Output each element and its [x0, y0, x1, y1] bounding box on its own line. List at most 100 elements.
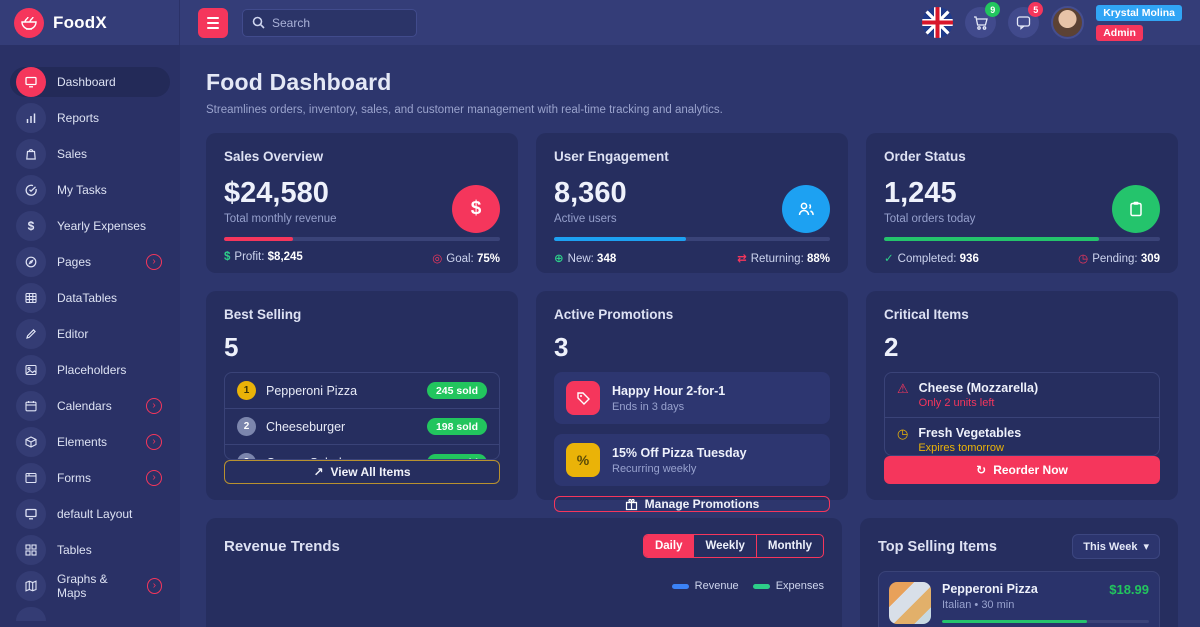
- dollar-icon: $: [16, 211, 46, 241]
- foodx-logo-icon: [14, 7, 44, 38]
- sidebar-item-dashboard[interactable]: Dashboard: [10, 67, 170, 97]
- sidebar-item-placeholders[interactable]: Placeholders: [10, 355, 170, 385]
- sold-badge: 245 sold: [426, 382, 487, 399]
- sidebar-item-default-layout[interactable]: default Layout: [10, 499, 170, 529]
- item-name: Caesar Salad: [266, 456, 342, 459]
- reorder-now-button[interactable]: ↻ Reorder Now: [884, 456, 1160, 484]
- revenue-legend-swatch: [671, 583, 689, 589]
- sidebar-item-reports[interactable]: Reports: [10, 103, 170, 133]
- clipboard-circle-icon: [1112, 185, 1160, 233]
- critical-count: 2: [884, 332, 899, 362]
- manage-promotions-button[interactable]: Manage Promotions: [554, 496, 830, 512]
- chevron-down-icon: ▾: [1143, 541, 1149, 553]
- sidebar-item-partial[interactable]: [16, 607, 46, 621]
- dollar-icon: $: [224, 251, 231, 263]
- bar-chart-icon: [16, 103, 46, 133]
- top-selling-items-card: Top Selling Items This Week ▾ Pepperoni P…: [860, 518, 1178, 627]
- sidebar-item-tables[interactable]: Tables: [10, 535, 170, 565]
- top-selling-row[interactable]: Pepperoni Pizza Italian • 30 min $18.99: [878, 571, 1160, 627]
- orders-progress-bar: [884, 237, 1100, 241]
- tab-monthly[interactable]: Monthly: [755, 535, 823, 557]
- sidebar-item-my-tasks[interactable]: My Tasks: [10, 175, 170, 205]
- rank-badge: 1: [237, 381, 256, 400]
- best-selling-row[interactable]: 3 Caesar Salad 156 sold: [225, 445, 499, 459]
- promotion-row[interactable]: % 15% Off Pizza Tuesday Recurring weekly: [554, 434, 830, 486]
- promotion-row[interactable]: Happy Hour 2-for-1 Ends in 3 days: [554, 372, 830, 424]
- pending-stat: ◷ Pending: 309: [1078, 253, 1160, 265]
- sidebar-item-forms[interactable]: Forms ›: [10, 463, 170, 493]
- sidebar-item-sales[interactable]: Sales: [10, 139, 170, 169]
- top-header: 9 5 Krystal Molina Admin: [180, 0, 1200, 45]
- percent-icon: %: [566, 443, 600, 477]
- best-selling-count: 5: [224, 332, 239, 362]
- compass-icon: [16, 247, 46, 277]
- week-filter-dropdown[interactable]: This Week ▾: [1072, 534, 1160, 559]
- item-name: Cheeseburger: [266, 419, 346, 434]
- pencil-icon: [16, 319, 46, 349]
- chevron-right-icon: ›: [146, 254, 162, 270]
- orders-value: 1,245: [884, 177, 957, 209]
- shopping-bag-icon: [16, 139, 46, 169]
- refresh-icon: ↻: [976, 463, 987, 478]
- best-selling-row[interactable]: 2 Cheeseburger 198 sold: [225, 409, 499, 445]
- revenue-trends-card: Revenue Trends Daily Weekly Monthly Reve…: [206, 518, 842, 627]
- active-users-value: 8,360: [554, 177, 627, 209]
- language-flag-uk-icon[interactable]: [922, 7, 954, 38]
- search-box[interactable]: [242, 8, 417, 37]
- pizza-thumbnail: [889, 582, 931, 624]
- tab-weekly[interactable]: Weekly: [693, 535, 755, 557]
- rank-badge: 2: [237, 417, 256, 436]
- messages-button[interactable]: 5: [1008, 2, 1044, 38]
- check-icon: ✓: [884, 253, 894, 265]
- user-avatar[interactable]: [1051, 6, 1085, 39]
- monitor-icon: [16, 499, 46, 529]
- target-icon: ◎: [432, 253, 443, 265]
- user-name-badge: Krystal Molina: [1096, 4, 1182, 21]
- user-engagement-card: User Engagement 8,360 Active users ⊕ New:…: [536, 133, 848, 273]
- hamburger-menu-button[interactable]: [198, 7, 228, 38]
- people-circle-icon: [782, 185, 830, 233]
- period-tabs: Daily Weekly Monthly: [642, 534, 824, 558]
- sidebar-item-editor[interactable]: Editor: [10, 319, 170, 349]
- cart-badge: 9: [985, 2, 1001, 17]
- external-link-icon: ↗: [313, 464, 324, 479]
- sidebar-item-calendars[interactable]: Calendars ›: [10, 391, 170, 421]
- tab-daily[interactable]: Daily: [643, 535, 694, 557]
- form-icon: [16, 463, 46, 493]
- logo-area: FoodX: [0, 0, 180, 45]
- main-content: Food Dashboard Streamlines orders, inven…: [180, 45, 1200, 627]
- messages-badge: 5: [1028, 2, 1044, 17]
- search-input[interactable]: [272, 15, 407, 30]
- critical-item-row[interactable]: ◷ Fresh Vegetables Expires tomorrow: [897, 426, 1022, 454]
- expiry-clock-icon: ◷: [897, 426, 909, 441]
- best-selling-row[interactable]: 1 Pepperoni Pizza 245 sold: [225, 373, 499, 409]
- sidebar-item-datatables[interactable]: DataTables: [10, 283, 170, 313]
- new-users-stat: ⊕ New: 348: [554, 253, 617, 265]
- completed-stat: ✓ Completed: 936: [884, 253, 979, 265]
- critical-item-row[interactable]: ⚠ Cheese (Mozzarella) Only 2 units left: [885, 373, 1159, 418]
- sidebar-item-graphs-maps[interactable]: Graphs & Maps ›: [10, 571, 170, 601]
- map-icon: [16, 571, 46, 601]
- app-title: FoodX: [53, 12, 107, 32]
- monitor-icon: [16, 67, 46, 97]
- sales-overview-card: Sales Overview $24,580 Total monthly rev…: [206, 133, 518, 273]
- sidebar-item-elements[interactable]: Elements ›: [10, 427, 170, 457]
- page-subtitle: Streamlines orders, inventory, sales, an…: [206, 104, 723, 116]
- image-icon: [16, 355, 46, 385]
- order-status-card: Order Status 1,245 Total orders today ✓ C…: [866, 133, 1178, 273]
- cart-button[interactable]: 9: [965, 2, 1001, 38]
- view-all-items-button[interactable]: ↗ View All Items: [224, 459, 500, 484]
- chart-legend: Revenue Expenses: [224, 580, 824, 592]
- promotions-count: 3: [554, 332, 569, 362]
- item-price: $18.99: [1109, 582, 1149, 597]
- rank-badge: 3: [237, 453, 256, 459]
- sidebar-item-pages[interactable]: Pages ›: [10, 247, 170, 277]
- sidebar: Dashboard Reports Sales My Tasks $ Yearl…: [0, 45, 180, 627]
- clock-icon: ◷: [1078, 253, 1089, 265]
- grid-icon: [16, 535, 46, 565]
- gift-icon: [625, 498, 638, 511]
- chevron-right-icon: ›: [146, 398, 162, 414]
- chevron-right-icon: ›: [146, 578, 162, 594]
- sidebar-item-yearly-expenses[interactable]: $ Yearly Expenses: [10, 211, 170, 241]
- tag-icon: [566, 381, 600, 415]
